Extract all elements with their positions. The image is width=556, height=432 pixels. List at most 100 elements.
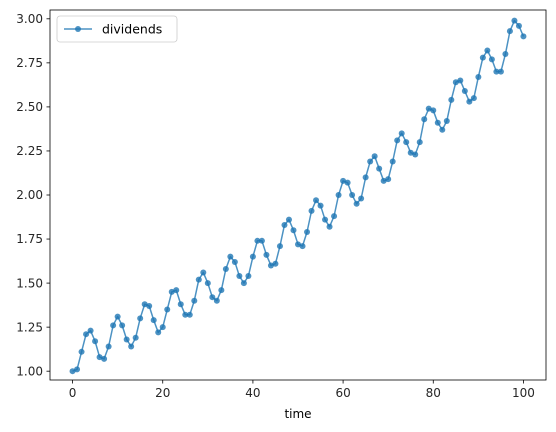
y-tick-label: 1.50 (16, 276, 43, 290)
data-point (515, 22, 522, 29)
data-point (304, 229, 311, 235)
data-point (263, 251, 270, 258)
data-point (92, 338, 99, 345)
data-point (439, 126, 446, 133)
data-point (421, 116, 428, 123)
data-point (520, 33, 527, 40)
data-point (335, 192, 342, 198)
data-point (443, 118, 450, 124)
data-point (502, 51, 509, 58)
y-tick-label: 1.75 (16, 232, 43, 246)
data-point (313, 197, 320, 204)
data-point (186, 311, 193, 318)
data-point (222, 266, 229, 272)
data-point (168, 288, 175, 295)
data-point (137, 315, 144, 322)
data-point (448, 96, 455, 103)
legend-marker-swatch (75, 26, 81, 32)
data-point (78, 348, 85, 355)
data-point (425, 105, 432, 112)
data-point (132, 334, 139, 341)
data-point (340, 177, 347, 184)
data-point (150, 317, 157, 324)
data-point (191, 297, 198, 304)
data-point (276, 243, 283, 250)
data-point (376, 165, 383, 172)
x-axis-label: time (284, 407, 311, 421)
y-tick-label: 2.75 (16, 56, 43, 70)
data-point (466, 98, 473, 105)
data-point (331, 213, 338, 220)
data-point (394, 137, 401, 144)
data-point (119, 322, 126, 329)
x-tick-label: 60 (335, 386, 350, 400)
data-point (349, 192, 356, 198)
data-point (231, 258, 238, 265)
data-point (484, 47, 491, 54)
data-point (96, 354, 103, 361)
y-tick-label: 1.00 (16, 364, 43, 378)
data-point (511, 17, 518, 24)
data-point (479, 54, 486, 61)
y-axis: 1.00 1.25 1.50 1.75 2.00 2.25 2.50 2.75 3.00 (16, 12, 50, 378)
data-point (308, 207, 315, 214)
data-point (110, 322, 117, 329)
data-point (213, 297, 220, 304)
data-point (452, 79, 459, 86)
data-point (177, 301, 184, 308)
data-point (249, 253, 256, 260)
data-point (267, 262, 274, 269)
data-point (182, 311, 189, 318)
data-point (101, 355, 108, 362)
data-point (69, 368, 76, 375)
data-point (74, 366, 81, 373)
data-point (209, 294, 216, 301)
data-point (403, 139, 410, 146)
data-point (389, 158, 396, 165)
x-tick-label: 0 (69, 386, 77, 400)
data-point (457, 77, 464, 84)
data-point (164, 306, 171, 313)
data-point (430, 107, 437, 114)
data-point (173, 287, 180, 294)
data-point (240, 280, 247, 287)
legend-entry-dividends: dividends (102, 22, 162, 37)
data-point (159, 324, 166, 331)
data-point (326, 223, 333, 230)
data-point (497, 68, 504, 75)
data-point (470, 95, 477, 102)
data-point (155, 329, 162, 336)
y-tick-label: 2.50 (16, 100, 43, 114)
data-point (317, 202, 324, 209)
series-layer (69, 17, 527, 375)
data-point (398, 130, 405, 137)
data-point (258, 237, 265, 244)
data-point (380, 177, 387, 184)
y-tick-label: 2.00 (16, 188, 43, 202)
data-point (322, 216, 329, 223)
y-tick-label: 1.25 (16, 320, 43, 334)
x-tick-label: 40 (245, 386, 260, 400)
x-tick-label: 80 (426, 386, 441, 400)
data-point (488, 56, 495, 63)
data-point (195, 276, 202, 283)
data-point (290, 227, 297, 234)
data-point (146, 303, 153, 309)
data-point (123, 336, 130, 343)
data-point (245, 273, 252, 280)
data-point (200, 269, 207, 276)
data-point (362, 174, 369, 181)
data-point (218, 287, 225, 294)
data-point (285, 216, 292, 223)
data-point (412, 151, 419, 158)
data-point (407, 149, 414, 156)
data-point (344, 179, 351, 186)
data-point (385, 176, 392, 183)
x-tick-label: 20 (155, 386, 170, 400)
data-point (506, 28, 513, 35)
data-point (434, 119, 441, 126)
x-tick-label: 100 (512, 386, 535, 400)
data-point (254, 237, 261, 244)
data-point (87, 327, 94, 334)
